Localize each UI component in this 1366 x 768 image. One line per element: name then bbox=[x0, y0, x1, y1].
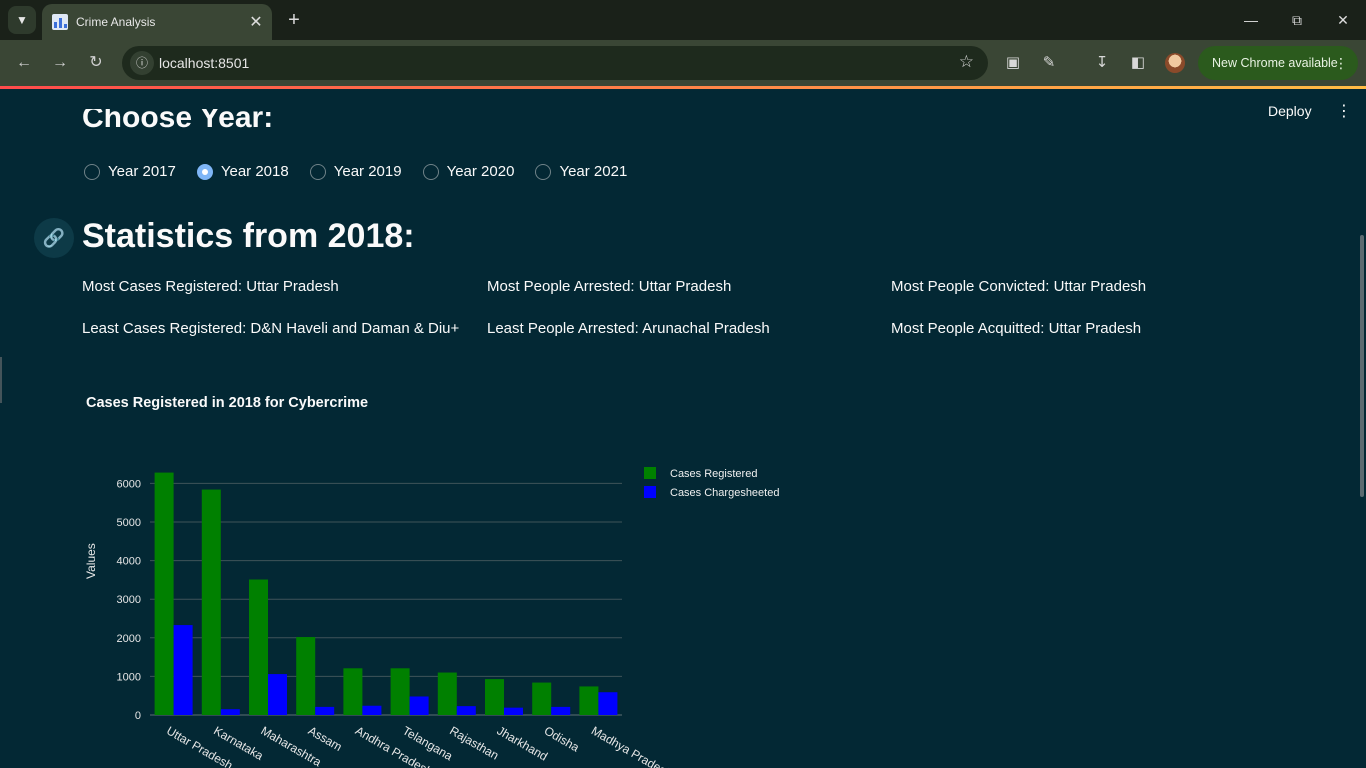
bar-cases-chargesheeted bbox=[220, 709, 240, 715]
legend-label: Cases Registered bbox=[670, 468, 757, 480]
forward-arrow-icon[interactable]: → bbox=[52, 54, 68, 71]
bar-cases-registered bbox=[201, 489, 221, 715]
close-tab-icon[interactable]: ✕ bbox=[249, 14, 263, 31]
stats-title: Statistics from 2018: bbox=[82, 217, 415, 255]
bar-cases-chargesheeted bbox=[268, 674, 287, 715]
tab-search-button[interactable]: ▼ bbox=[8, 6, 36, 34]
browser-tab-strip: ▼ Crime Analysis ✕ + — ⧉ ✕ bbox=[0, 0, 1366, 40]
radio-year-2017[interactable]: Year 2017 bbox=[84, 163, 176, 180]
chart-title: Cases Registered in 2018 for Cybercrime bbox=[86, 395, 369, 411]
bar-cases-chargesheeted bbox=[598, 692, 618, 715]
x-tick-label: Rajasthan bbox=[447, 723, 501, 762]
radio-year-2018[interactable]: Year 2018 bbox=[196, 163, 289, 180]
main-menu-icon[interactable]: ⋮ bbox=[1336, 103, 1352, 120]
streamlit-app: Deploy ⋮ Choose Year: Year 2017 Year 201… bbox=[0, 89, 1366, 768]
bookmark-star-icon[interactable]: ☆ bbox=[958, 52, 974, 71]
radio-circle[interactable] bbox=[84, 163, 100, 180]
x-tick-label: Madhya Pradesh bbox=[589, 723, 675, 768]
radio-circle[interactable] bbox=[309, 163, 326, 180]
radio-circle[interactable] bbox=[422, 163, 439, 180]
side-panel-icon[interactable]: ◧ bbox=[1130, 54, 1146, 71]
radio-label: Year 2019 bbox=[333, 163, 402, 180]
extensions-icon[interactable]: ✎ bbox=[1042, 54, 1056, 71]
radio-label: Year 2021 bbox=[559, 163, 628, 180]
sidebar-edge bbox=[0, 357, 2, 403]
page-scrollbar[interactable] bbox=[1360, 235, 1364, 497]
bar-cases-registered bbox=[390, 668, 410, 715]
radio-year-2021[interactable]: Year 2021 bbox=[535, 163, 627, 180]
bar-cases-registered bbox=[485, 679, 504, 715]
x-tick-label: Jharkhand bbox=[495, 723, 551, 763]
link-icon[interactable]: 🔗 bbox=[34, 218, 74, 258]
restore-button[interactable]: ⧉ bbox=[1292, 12, 1302, 28]
tab-title: Crime Analysis bbox=[76, 15, 156, 29]
year-radio-group: Year 2017 Year 2018 Year 2019 Year 2020 … bbox=[84, 163, 648, 180]
radio-circle-selected[interactable] bbox=[196, 163, 213, 180]
stat-least-cases: Least Cases Registered: D&N Haveli and D… bbox=[82, 320, 460, 337]
year-heading: Choose Year: bbox=[82, 109, 274, 134]
y-tick-label: 5000 bbox=[117, 517, 141, 529]
url-text[interactable]: localhost:8501 bbox=[159, 55, 250, 71]
bar-cases-chargesheeted bbox=[409, 696, 429, 715]
bar-cases-registered bbox=[579, 686, 599, 715]
legend-label: Cases Chargesheeted bbox=[670, 487, 779, 499]
radio-label: Year 2020 bbox=[446, 163, 515, 180]
stat-most-arrested: Most People Arrested: Uttar Pradesh bbox=[487, 278, 732, 295]
download-icon[interactable]: ↧ bbox=[1095, 54, 1109, 71]
chrome-update-button[interactable]: New Chrome available ⋮ bbox=[1198, 46, 1358, 80]
y-tick-label: 0 bbox=[135, 710, 141, 722]
y-tick-label: 6000 bbox=[117, 478, 141, 490]
bar-cases-registered bbox=[249, 579, 268, 715]
radio-year-2020[interactable]: Year 2020 bbox=[422, 163, 515, 180]
bar-cases-registered bbox=[154, 472, 174, 715]
y-tick-label: 1000 bbox=[117, 671, 141, 683]
stat-most-cases: Most Cases Registered: Uttar Pradesh bbox=[82, 278, 339, 295]
bar-cases-registered bbox=[296, 637, 316, 715]
address-bar[interactable]: ⓘ localhost:8501 ☆ bbox=[122, 46, 988, 80]
deploy-button[interactable]: Deploy bbox=[1268, 103, 1312, 119]
reload-icon[interactable]: ↻ bbox=[89, 54, 103, 71]
more-options-icon[interactable]: ⋮ bbox=[1334, 55, 1348, 71]
browser-tab[interactable]: Crime Analysis ✕ bbox=[42, 4, 272, 40]
new-tab-button[interactable]: + bbox=[288, 9, 300, 31]
chart-favicon-icon bbox=[52, 14, 68, 30]
legend-swatch bbox=[644, 467, 656, 479]
stat-least-arrested: Least People Arrested: Arunachal Pradesh bbox=[487, 320, 770, 337]
site-info-icon[interactable]: ⓘ bbox=[130, 51, 154, 75]
screen-capture-icon[interactable]: ▣ bbox=[1005, 54, 1021, 71]
y-tick-label: 2000 bbox=[117, 633, 141, 645]
legend-swatch bbox=[644, 486, 656, 498]
minimize-button[interactable]: — bbox=[1244, 12, 1258, 28]
radio-year-2019[interactable]: Year 2019 bbox=[309, 163, 402, 180]
bar-cases-chargesheeted bbox=[315, 706, 335, 715]
stat-most-convicted: Most People Convicted: Uttar Pradesh bbox=[891, 278, 1147, 295]
chevron-down-icon: ▼ bbox=[16, 13, 28, 27]
browser-toolbar: ← → ↻ ⓘ localhost:8501 ☆ ▣ ✎ ↧ ◧ New Chr… bbox=[0, 40, 1366, 86]
y-tick-label: 3000 bbox=[117, 594, 141, 606]
radio-label: Year 2017 bbox=[108, 163, 176, 180]
update-label: New Chrome available bbox=[1212, 56, 1338, 70]
bar-cases-chargesheeted bbox=[362, 705, 382, 715]
bar-cases-registered bbox=[532, 682, 552, 715]
radio-label: Year 2018 bbox=[220, 163, 289, 180]
y-tick-label: 4000 bbox=[117, 556, 141, 568]
bar-cases-chargesheeted bbox=[551, 706, 571, 715]
profile-avatar[interactable] bbox=[1165, 53, 1185, 73]
close-window-button[interactable]: ✕ bbox=[1337, 12, 1349, 28]
bar-cases-registered bbox=[437, 672, 457, 715]
stat-most-acquitted: Most People Acquitted: Uttar Pradesh bbox=[891, 320, 1142, 337]
bar-cases-chargesheeted bbox=[173, 625, 193, 715]
back-arrow-icon[interactable]: ← bbox=[16, 54, 32, 71]
bar-cases-chargesheeted bbox=[504, 707, 523, 715]
app-top-decoration bbox=[0, 86, 1366, 89]
bar-cases-chargesheeted bbox=[456, 706, 476, 715]
radio-circle[interactable] bbox=[535, 163, 552, 180]
bar-cases-registered bbox=[343, 668, 363, 715]
